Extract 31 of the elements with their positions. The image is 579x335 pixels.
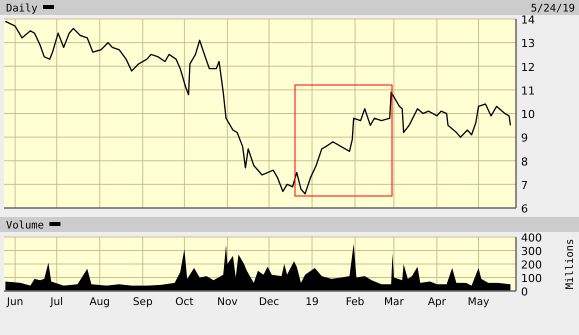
text: 5/24/19 [530,2,575,14]
y-tick-label: 12 [521,60,535,74]
y-tick-label: 0 [521,286,528,298]
x-tick-label: Nov [217,296,238,308]
x-tick-label: Apr [428,296,447,308]
x-tick-label: Jun [6,296,24,308]
y-tick-label: 6 [521,202,528,216]
y-tick-label: 200 [521,258,542,272]
y-tick-label: 11 [521,84,535,98]
y-tick-label: 13 [521,37,535,50]
legend-label: Daily [6,2,38,14]
x-tick-label: Sep [132,296,153,308]
y-tick-label: 14 [521,14,535,26]
y-axis-title: Millions [564,238,576,290]
legend-label: Volume [6,220,44,232]
x-tick-label: Aug [89,296,110,308]
x-tick-label: 19 [305,296,319,308]
y-tick-label: 9 [521,132,528,145]
x-tick-label: Oct [175,296,194,308]
x-tick-label: Jul [49,296,64,308]
y-tick-label: 8 [521,155,528,168]
x-tick-label: Dec [258,296,280,308]
y-tick-label: 7 [521,178,528,192]
y-tick-label: 100 [521,272,542,285]
y-tick-label: 10 [521,108,535,121]
x-tick-label: Feb [346,296,365,308]
x-tick-label: Mar [384,296,404,308]
y-tick-label: 400 [521,232,542,244]
x-tick-label: May [468,296,490,308]
line-series [4,20,512,194]
y-tick-label: 300 [521,245,542,258]
